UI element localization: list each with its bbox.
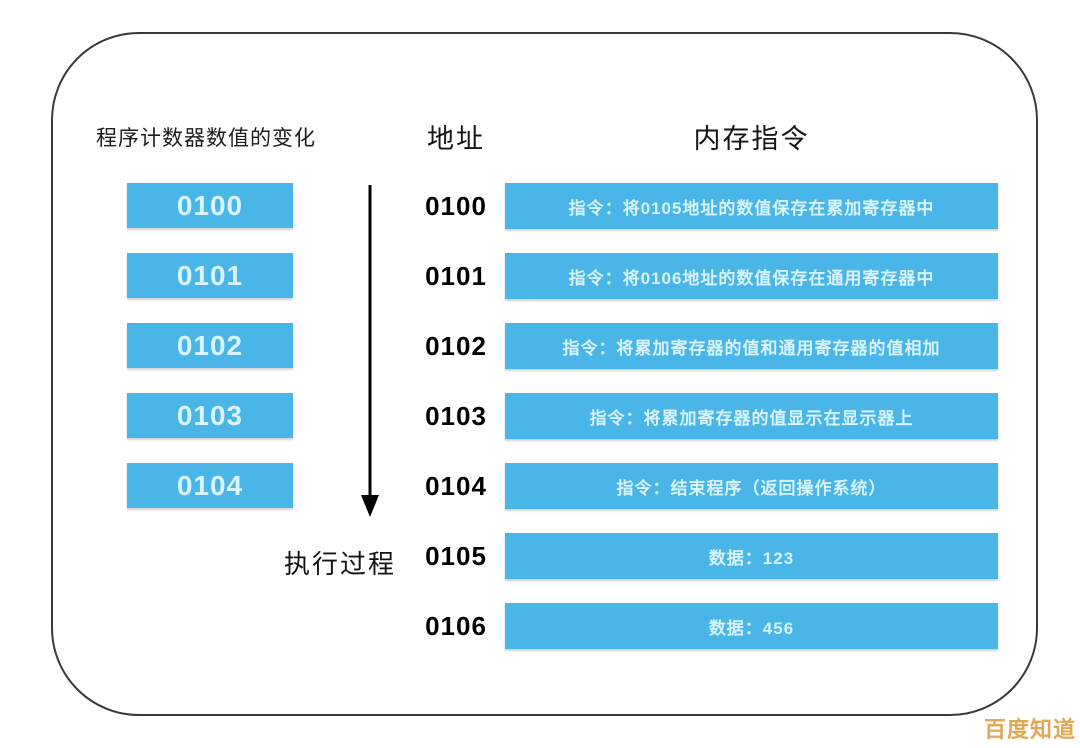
address-label: 0103 bbox=[425, 400, 487, 431]
table-row: 0102 指令：将累加寄存器的值和通用寄存器的值相加 bbox=[420, 323, 998, 369]
table-row: 0105 数据：123 bbox=[420, 533, 998, 579]
memory-cell: 指令：将0105地址的数值保存在累加寄存器中 bbox=[505, 183, 998, 229]
instruction-header: 内存指令 bbox=[693, 123, 810, 154]
memory-cell: 指令：结束程序（返回操作系统） bbox=[505, 463, 998, 509]
address-label: 0101 bbox=[425, 260, 487, 291]
baidu-zhidao-watermark: 百度知道 bbox=[984, 717, 1077, 742]
memory-cell: 数据：456 bbox=[505, 603, 998, 649]
pc-value-box: 0100 bbox=[127, 183, 293, 228]
table-row: 0101 指令：将0106地址的数值保存在通用寄存器中 bbox=[420, 253, 998, 299]
pc-value-box: 0101 bbox=[127, 253, 293, 298]
table-row: 0104 指令：结束程序（返回操作系统） bbox=[420, 463, 998, 509]
pc-value-box: 0102 bbox=[127, 323, 293, 368]
table-row: 0103 指令：将累加寄存器的值显示在显示器上 bbox=[420, 393, 998, 439]
address-label: 0104 bbox=[425, 470, 487, 501]
pc-change-title: 程序计数器数值的变化 bbox=[96, 127, 316, 150]
diagram-border-frame bbox=[51, 32, 1038, 716]
table-row: 0106 数据：456 bbox=[420, 603, 998, 649]
execution-arrow-icon bbox=[361, 185, 379, 517]
address-header: 地址 bbox=[427, 123, 485, 154]
pc-value-column: 0100 0101 0102 0103 0104 bbox=[127, 183, 293, 508]
pc-value-box: 0103 bbox=[127, 393, 293, 438]
address-label: 0106 bbox=[425, 610, 487, 641]
memory-cell: 指令：将累加寄存器的值和通用寄存器的值相加 bbox=[505, 323, 998, 369]
pc-value-box: 0104 bbox=[127, 463, 293, 508]
address-label: 0105 bbox=[425, 540, 487, 571]
address-label: 0102 bbox=[425, 330, 487, 361]
memory-cell: 指令：将累加寄存器的值显示在显示器上 bbox=[505, 393, 998, 439]
table-row: 0100 指令：将0105地址的数值保存在累加寄存器中 bbox=[420, 183, 998, 229]
memory-cell: 指令：将0106地址的数值保存在通用寄存器中 bbox=[505, 253, 998, 299]
address-label: 0100 bbox=[425, 190, 487, 221]
execution-process-label: 执行过程 bbox=[284, 549, 397, 579]
memory-table: 0100 指令：将0105地址的数值保存在累加寄存器中 0101 指令：将010… bbox=[420, 183, 998, 649]
memory-cell: 数据：123 bbox=[505, 533, 998, 579]
